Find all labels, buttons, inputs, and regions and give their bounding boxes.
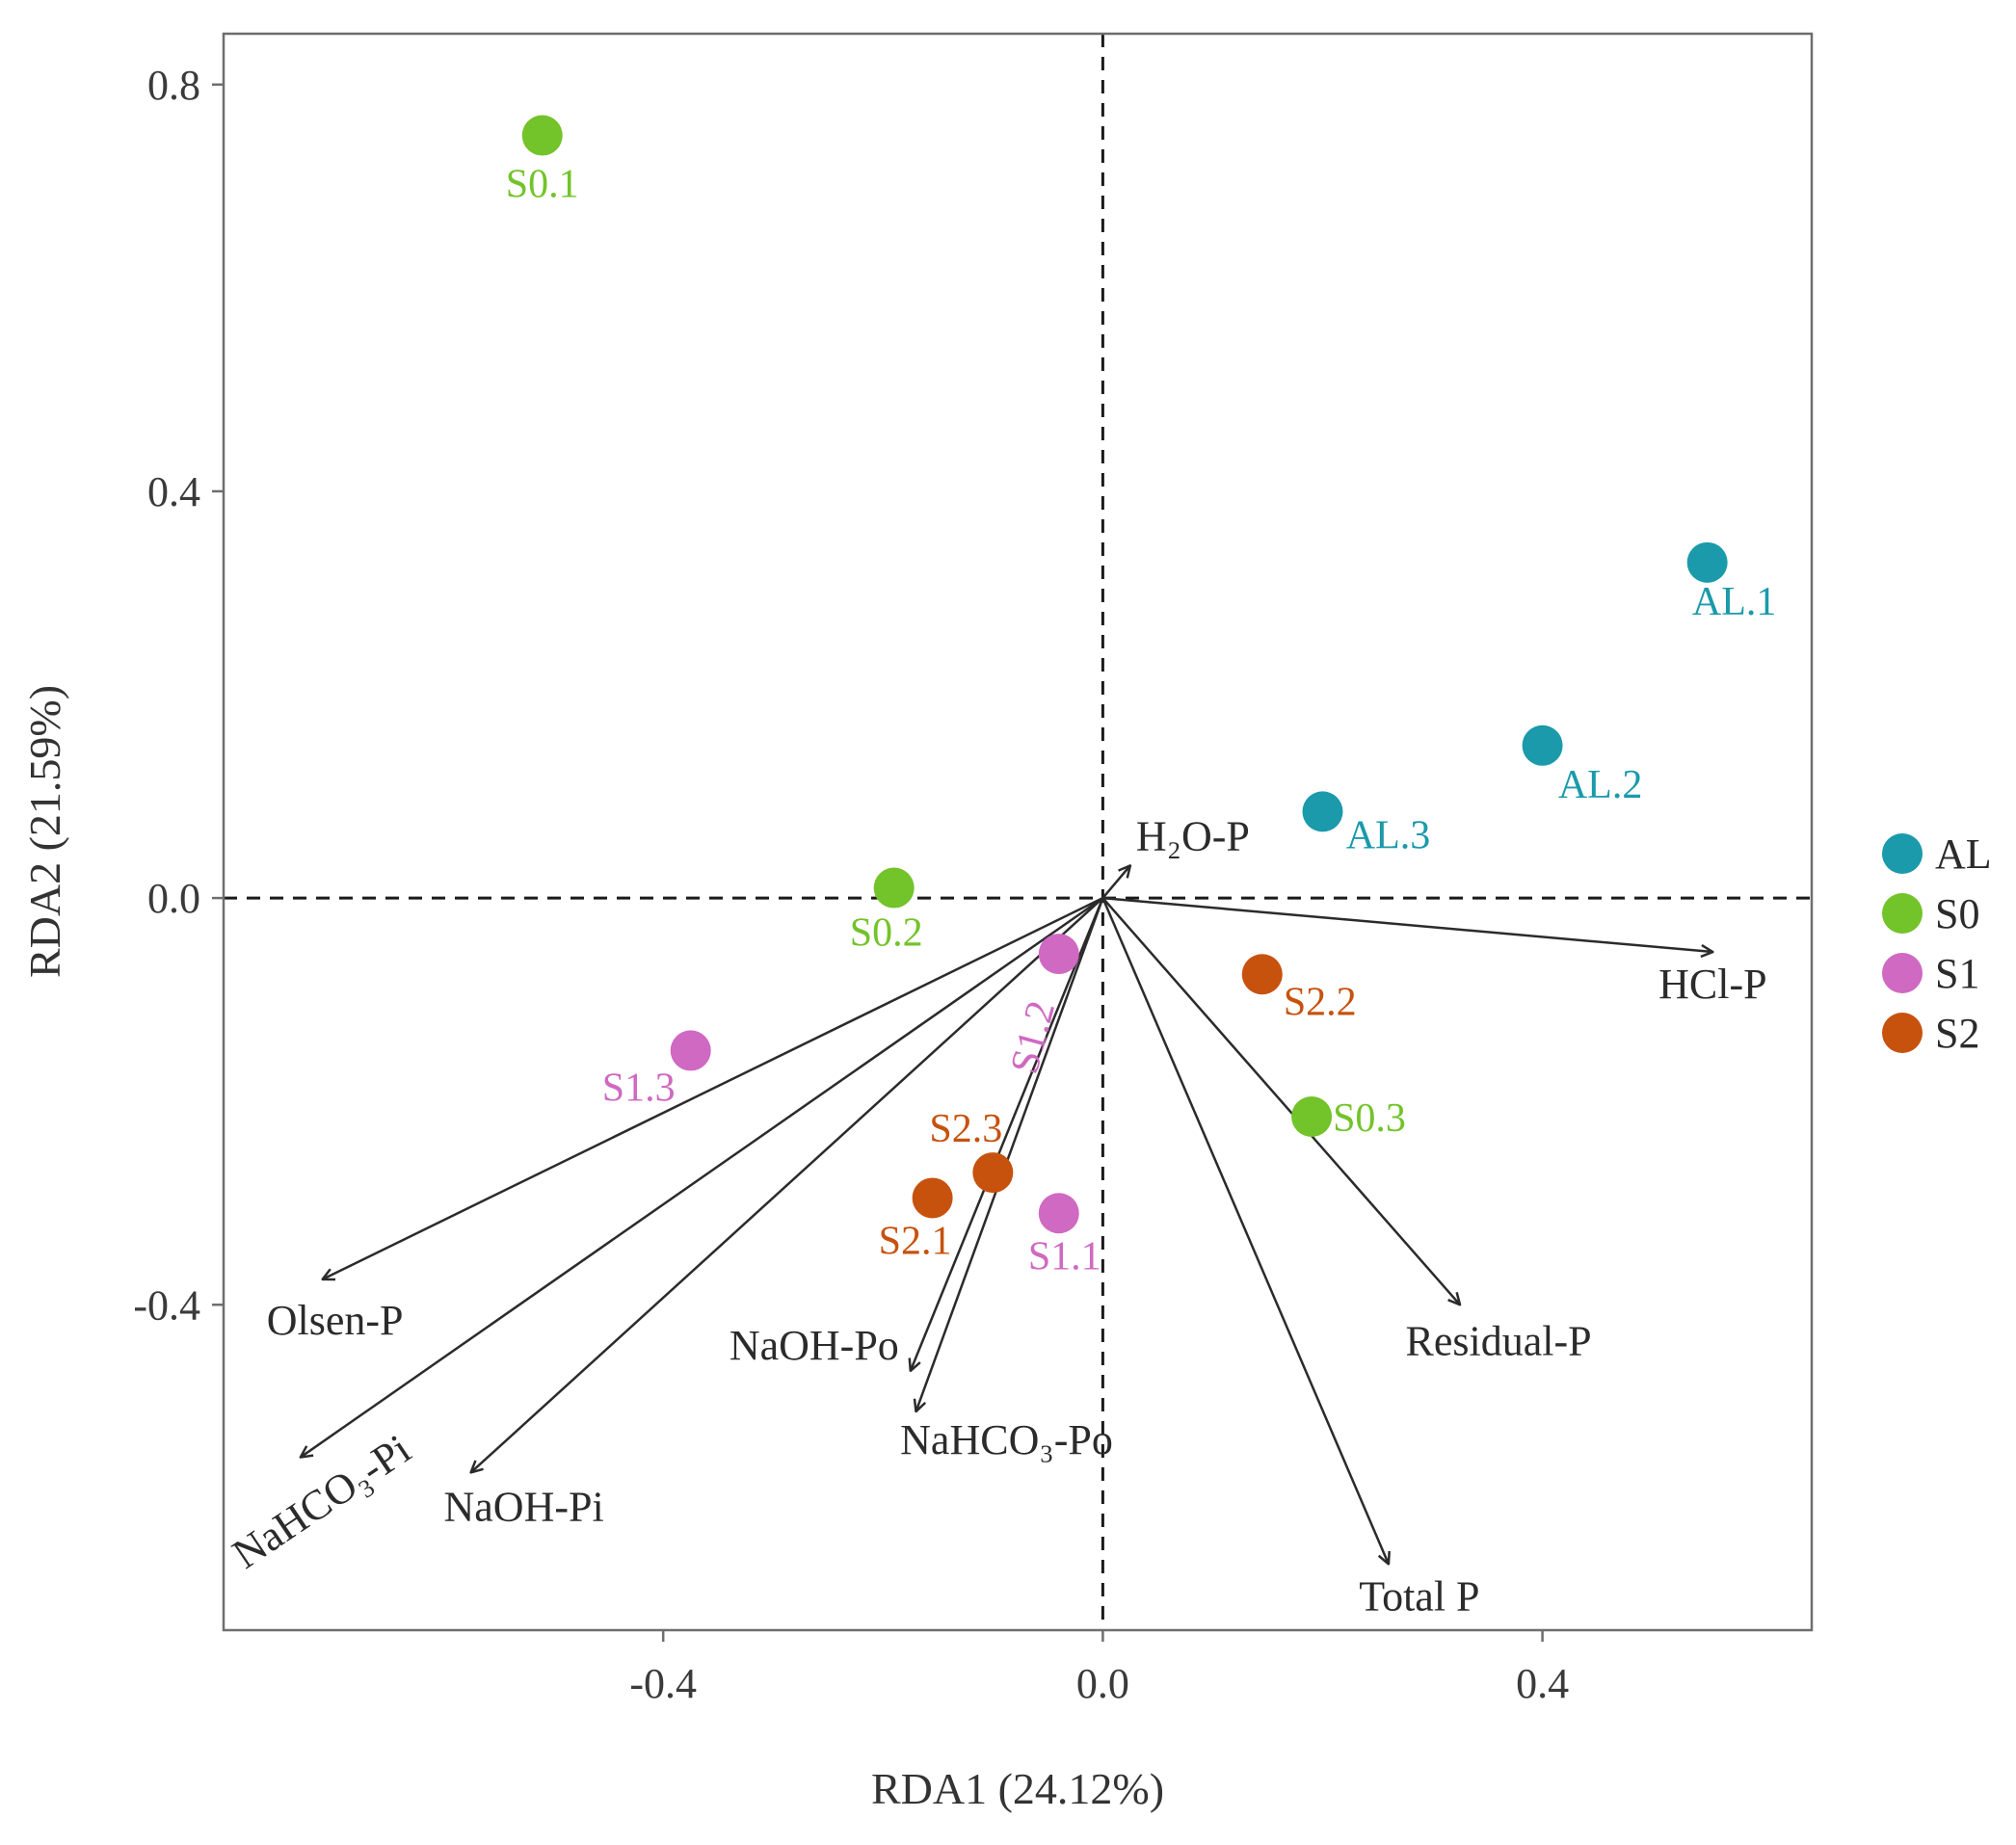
sample-point-s2-2: [1241, 954, 1283, 995]
x-axis-title: RDA1 (24.12%): [871, 1764, 1164, 1813]
vector-label-total-p: Total P: [1359, 1572, 1479, 1620]
sample-point-s2-1: [912, 1177, 953, 1219]
sample-label-al-1: AL.1: [1692, 580, 1777, 624]
x-tick-label: 0.0: [1076, 1660, 1129, 1707]
sample-point-s0-1: [521, 115, 563, 156]
sample-label-s0-1: S0.1: [506, 163, 579, 207]
sample-label-s2-2: S2.2: [1284, 980, 1357, 1024]
vector-residual-p: [1101, 897, 1460, 1305]
sample-label-s0-3: S0.3: [1333, 1096, 1406, 1141]
vector-label-naoh-po: NaOH-Po: [729, 1322, 899, 1369]
sample-point-s1-1: [1038, 1193, 1079, 1234]
vector-nahco3-pi: [301, 897, 1104, 1457]
sample-label-s2-3: S2.3: [929, 1107, 1002, 1151]
legend-label-al: AL: [1935, 830, 1992, 878]
reference-lines: [224, 34, 1812, 1630]
sample-point-al-2: [1522, 725, 1563, 766]
sample-label-s2-1: S2.1: [879, 1219, 952, 1263]
sample-point-s1-3: [670, 1030, 711, 1071]
vector-nahco3-po: [916, 897, 1104, 1411]
y-tick-label: 0.0: [147, 875, 200, 922]
legend-label-s0: S0: [1935, 890, 1979, 937]
legend-swatch-s1: [1882, 953, 1923, 993]
sample-point-s2-3: [972, 1152, 1014, 1194]
vector-label-hcl-p: HCl-P: [1658, 961, 1766, 1008]
y-tick-label: 0.4: [147, 468, 200, 515]
legend-swatch-al: [1882, 833, 1923, 874]
y-tick-label: -0.4: [133, 1281, 200, 1329]
sample-label-s1-3: S1.3: [602, 1066, 676, 1110]
vector-label-olsen-p: Olsen-P: [267, 1297, 404, 1344]
x-tick-label: -0.4: [629, 1660, 697, 1707]
vector-naoh-po: [911, 897, 1104, 1371]
sample-points: S0.1 S0.2 S0.3 AL.1 AL.2 AL.3 S1.1 S1.2 S1.3 S2.1…: [506, 115, 1777, 1278]
vector-olsen-p: [323, 896, 1103, 1279]
vector-total-p: [1101, 897, 1389, 1564]
legend-swatch-s0: [1882, 893, 1923, 934]
x-tick-label: 0.4: [1516, 1660, 1569, 1707]
sample-label-s1-2: S1.2: [1002, 996, 1064, 1078]
sample-label-s0-2: S0.2: [850, 911, 923, 956]
sample-label-al-2: AL.2: [1558, 763, 1643, 807]
legend-swatch-s2: [1882, 1013, 1923, 1053]
sample-label-s1-1: S1.1: [1028, 1234, 1101, 1278]
sample-point-al-1: [1686, 541, 1728, 583]
sample-label-al-3: AL.3: [1346, 813, 1431, 857]
y-axis-title: RDA2 (21.59%): [20, 685, 69, 978]
sample-point-s1-2: [1038, 934, 1079, 975]
vector-label-nahco3-po: NaHCO₃-Po: [900, 1416, 1113, 1463]
vector-hcl-p: [1102, 896, 1712, 952]
legend-label-s1: S1: [1935, 950, 1979, 997]
sample-point-al-3: [1302, 791, 1343, 832]
vector-label-residual-p: Residual-P: [1405, 1317, 1591, 1364]
sample-point-s0-2: [873, 867, 915, 909]
y-tick-label: 0.8: [147, 62, 200, 109]
vector-h2o-p: [1101, 865, 1130, 899]
legend: AL S0 S1 S2: [1882, 830, 1992, 1057]
vector-label-h2o-p: H₂O-P: [1136, 812, 1250, 859]
plot-frame: [222, 32, 1814, 1632]
vector-label-naoh-pi: NaOH-Pi: [444, 1483, 604, 1530]
vector-label-nahco3-pi: NaHCO₃-Pi: [225, 1425, 419, 1578]
axis-ticks: -0.4 0.0 0.4 0.8 0.4 0.0 -0.4: [133, 62, 1569, 1707]
vector-naoh-pi: [471, 897, 1104, 1472]
legend-label-s2: S2: [1935, 1010, 1979, 1057]
sample-point-s0-3: [1291, 1096, 1333, 1138]
